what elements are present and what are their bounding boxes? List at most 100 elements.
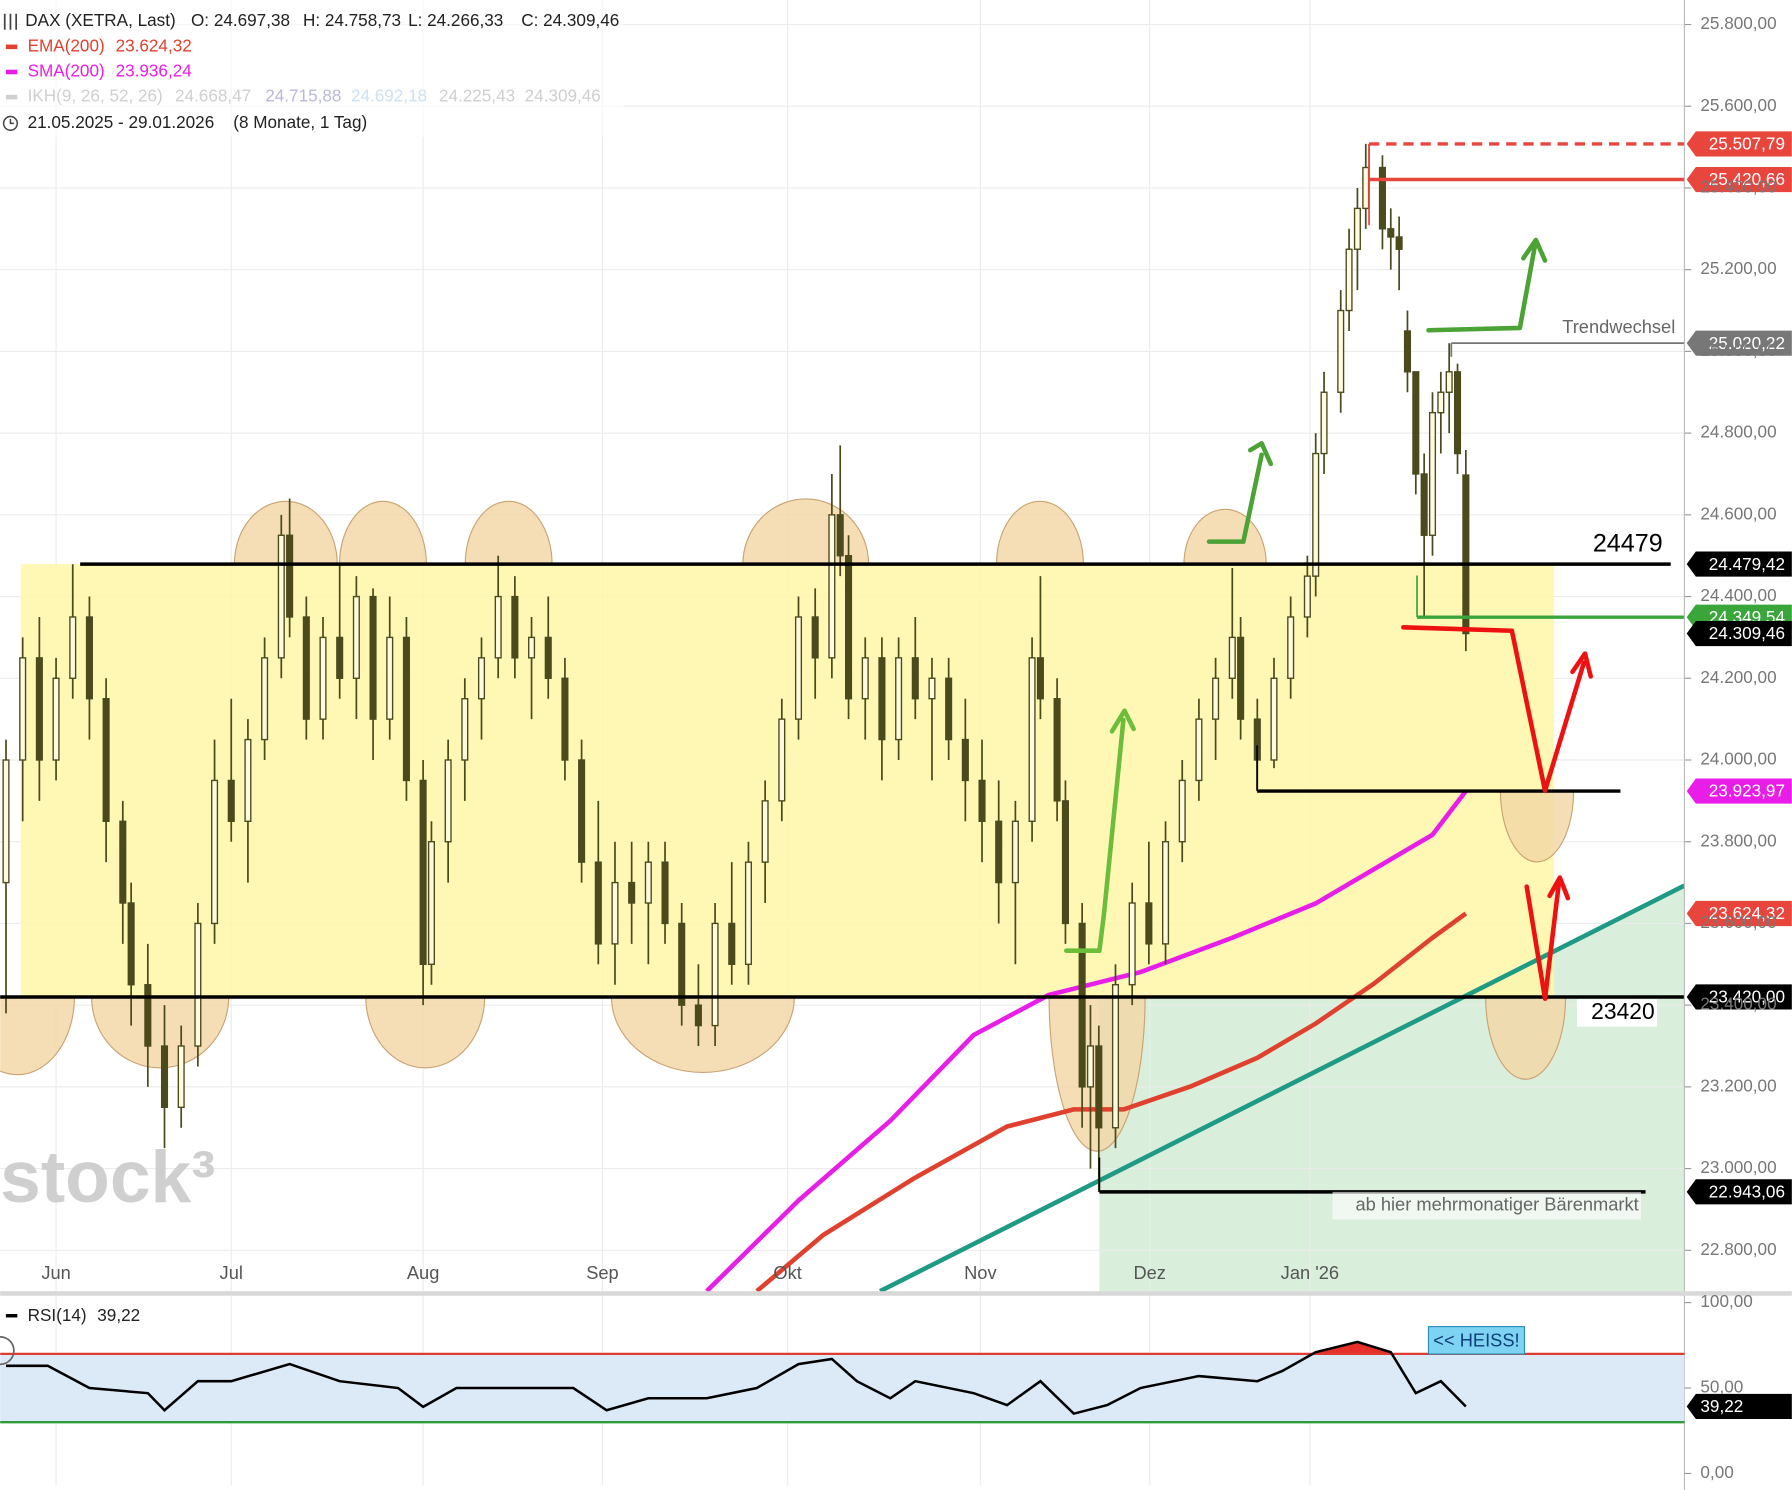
y-tick-label: 0,00 bbox=[1700, 1462, 1733, 1482]
candle-body bbox=[2, 759, 10, 884]
candle-body bbox=[1453, 371, 1462, 455]
candle-body bbox=[544, 636, 552, 679]
y-tick-label: 25.800,00 bbox=[1700, 13, 1776, 33]
zones bbox=[0, 498, 1685, 1293]
price-badge-label: 23.420,00 bbox=[1709, 987, 1785, 1007]
bump bbox=[233, 500, 338, 565]
level-note: 23420 bbox=[1591, 998, 1655, 1024]
level-note: 24479 bbox=[1593, 529, 1663, 557]
candle-body bbox=[461, 698, 469, 761]
candle-body bbox=[644, 861, 652, 904]
rsi-marker bbox=[0, 1336, 15, 1366]
candle-body bbox=[528, 636, 536, 659]
candle-body bbox=[1162, 841, 1170, 945]
arrow-head bbox=[1109, 708, 1136, 734]
candle-body bbox=[511, 595, 519, 659]
candle-body bbox=[578, 759, 586, 863]
rsi-title: RSI(14) bbox=[28, 1305, 87, 1325]
candle-body bbox=[85, 616, 93, 700]
price-badge-label: 22.943,06 bbox=[1709, 1182, 1785, 1202]
candle-body bbox=[761, 800, 769, 863]
y-tick-label: 23.000,00 bbox=[1700, 1157, 1776, 1177]
price-badge bbox=[1686, 330, 1792, 356]
candle-body bbox=[1111, 984, 1120, 1129]
candle-body bbox=[444, 759, 452, 843]
candle-body bbox=[661, 861, 669, 925]
candle-body bbox=[1028, 657, 1036, 822]
candle-body bbox=[227, 779, 235, 822]
arrow-head bbox=[1247, 441, 1274, 467]
bump bbox=[464, 500, 553, 565]
candle-body bbox=[794, 616, 803, 720]
candle-body bbox=[19, 657, 27, 761]
candle-body bbox=[811, 616, 819, 659]
rsi-line bbox=[6, 1340, 1467, 1416]
candle-body bbox=[1086, 1045, 1095, 1088]
price-badge bbox=[1686, 984, 1792, 1010]
candle-body bbox=[277, 534, 285, 659]
legend-value: 24.692,18 bbox=[351, 86, 427, 106]
arrow-head bbox=[1570, 651, 1594, 679]
arrow-green bbox=[1206, 452, 1264, 544]
rsi-pane: 100,00 50,00 0,00 39,22 << HEISS! RSI(14) 39,2… bbox=[0, 1291, 1792, 1482]
y-tick-label: 23.400,00 bbox=[1700, 994, 1776, 1014]
candle-body bbox=[319, 636, 327, 720]
y-tick-label: 24.600,00 bbox=[1700, 503, 1776, 523]
candle-body bbox=[611, 881, 619, 945]
y-tick-label: 22.800,00 bbox=[1700, 1239, 1776, 1259]
indicator-line bbox=[705, 789, 1468, 1293]
bump bbox=[995, 500, 1084, 565]
candle-body bbox=[261, 657, 269, 741]
candle-body bbox=[1320, 391, 1328, 455]
green-area bbox=[1099, 996, 1685, 1292]
candle-body bbox=[1395, 236, 1403, 250]
candle-body bbox=[628, 881, 636, 904]
candle-body bbox=[594, 861, 602, 945]
rsi-note: << HEISS! bbox=[1433, 1329, 1519, 1350]
legend-swatch bbox=[5, 94, 18, 100]
candle-body bbox=[286, 534, 294, 618]
candle-body bbox=[836, 514, 844, 557]
x-tick-label: Jul bbox=[220, 1262, 243, 1283]
ohlc-value: H: 24.758,73 bbox=[303, 10, 401, 30]
price-badge bbox=[1686, 620, 1792, 647]
candle-body bbox=[211, 779, 219, 925]
indicator-lines bbox=[705, 789, 1468, 1293]
candle-body bbox=[744, 861, 752, 965]
bump bbox=[1485, 996, 1567, 1080]
candles bbox=[2, 143, 1470, 1192]
candle-body bbox=[1095, 1045, 1103, 1129]
candle-body bbox=[177, 1045, 185, 1108]
candle-body bbox=[369, 595, 377, 720]
candle-body bbox=[1287, 616, 1295, 679]
candle-body bbox=[386, 636, 394, 720]
legend: DAX (XETRA, Last) O: 24.697,38 H: 24.758,7… bbox=[0, 0, 623, 138]
legend-value: 23.624,32 bbox=[116, 35, 192, 55]
price-badge-label: 25.507,79 bbox=[1709, 134, 1785, 154]
price-badge-label: 23.624,32 bbox=[1709, 903, 1785, 923]
y-tick-label: 25.600,00 bbox=[1700, 95, 1776, 115]
candle-body bbox=[144, 984, 152, 1047]
bump bbox=[365, 996, 486, 1069]
candle-body bbox=[102, 698, 110, 822]
bump bbox=[1499, 790, 1575, 863]
candle-body bbox=[945, 677, 953, 741]
legend-name: IKH(9, 26, 52, 26) bbox=[28, 86, 163, 106]
indicator-line bbox=[755, 911, 1468, 1293]
price-badge-label: 25.020,22 bbox=[1709, 333, 1785, 353]
plot-background bbox=[1099, 885, 1685, 1292]
candle-body bbox=[1312, 452, 1320, 577]
settings-icon bbox=[3, 13, 18, 30]
x-tick-label: Nov bbox=[964, 1262, 997, 1283]
arrow-head bbox=[1547, 875, 1571, 901]
y-tick-label: 24.000,00 bbox=[1700, 749, 1776, 769]
candle-body bbox=[728, 922, 736, 965]
candle-body bbox=[1078, 922, 1086, 1088]
legend-name: SMA(200) bbox=[28, 61, 105, 81]
legend-value: 24.225,43 bbox=[439, 86, 515, 106]
candle-body bbox=[1053, 698, 1061, 802]
legend-swatch bbox=[5, 69, 18, 75]
ohlc-value: O: 24.697,38 bbox=[191, 10, 290, 30]
